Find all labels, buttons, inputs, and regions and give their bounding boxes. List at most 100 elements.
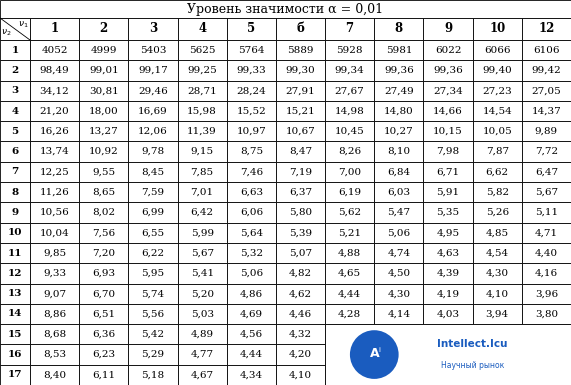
Text: 5,26: 5,26 (486, 208, 509, 217)
Bar (128, 283, 178, 304)
Text: 11,39: 11,39 (187, 127, 217, 136)
Bar (276, 304, 325, 324)
Bar (227, 243, 276, 263)
Bar (128, 121, 178, 141)
Bar (424, 18, 473, 40)
Bar (128, 304, 178, 324)
Text: 8,75: 8,75 (240, 147, 263, 156)
Bar (522, 162, 571, 182)
Text: 10,05: 10,05 (482, 127, 512, 136)
Text: 4,74: 4,74 (387, 249, 411, 258)
Text: 3: 3 (11, 86, 19, 95)
Bar (374, 101, 424, 121)
Text: 99,17: 99,17 (138, 66, 168, 75)
Text: 15,98: 15,98 (187, 107, 217, 116)
Bar (276, 223, 325, 243)
Bar (374, 18, 424, 40)
Bar (128, 18, 178, 40)
Bar (178, 80, 227, 101)
Bar (79, 40, 128, 60)
Bar (128, 365, 178, 385)
Text: 9,55: 9,55 (92, 167, 115, 176)
Text: 6,63: 6,63 (240, 188, 263, 197)
Bar (276, 324, 325, 345)
Bar (227, 40, 276, 60)
Bar (128, 223, 178, 243)
Bar (424, 101, 473, 121)
Bar (79, 141, 128, 162)
Text: 28,71: 28,71 (187, 86, 217, 95)
Bar (276, 40, 325, 60)
Text: 5,07: 5,07 (289, 249, 312, 258)
Text: 99,30: 99,30 (286, 66, 315, 75)
Bar (79, 263, 128, 283)
Bar (374, 304, 424, 324)
Bar (178, 18, 227, 40)
Text: 6,06: 6,06 (240, 208, 263, 217)
Bar (0, 80, 30, 101)
Text: 4,77: 4,77 (191, 350, 214, 359)
Bar (522, 60, 571, 80)
Text: 7,87: 7,87 (486, 147, 509, 156)
Text: 16,26: 16,26 (40, 127, 70, 136)
Text: 7,56: 7,56 (92, 228, 115, 237)
Text: 6,42: 6,42 (191, 208, 214, 217)
Bar (178, 40, 227, 60)
Bar (522, 80, 571, 101)
Bar (276, 243, 325, 263)
Bar (522, 345, 571, 365)
Bar (276, 182, 325, 203)
Text: 5,99: 5,99 (191, 228, 214, 237)
Bar (473, 243, 522, 263)
Text: 7: 7 (11, 167, 19, 176)
Text: 5,18: 5,18 (142, 370, 164, 379)
Bar (276, 141, 325, 162)
Bar (79, 60, 128, 80)
Text: 34,12: 34,12 (40, 86, 70, 95)
Bar (178, 141, 227, 162)
Bar (178, 324, 227, 345)
Text: 5,47: 5,47 (387, 208, 411, 217)
Text: 4,40: 4,40 (535, 249, 558, 258)
Text: 5: 5 (247, 22, 255, 35)
Bar (30, 80, 79, 101)
Bar (473, 80, 522, 101)
Text: 6,11: 6,11 (92, 370, 115, 379)
Text: Intellect.Icu: Intellect.Icu (437, 338, 508, 348)
Bar (424, 243, 473, 263)
Text: 4,10: 4,10 (486, 289, 509, 298)
Text: 99,33: 99,33 (236, 66, 266, 75)
Text: 6066: 6066 (484, 46, 510, 55)
Bar (473, 223, 522, 243)
Bar (424, 121, 473, 141)
Bar (30, 203, 79, 223)
Text: 27,34: 27,34 (433, 86, 463, 95)
Bar (374, 162, 424, 182)
Text: 6,55: 6,55 (142, 228, 164, 237)
Bar (522, 304, 571, 324)
Bar (128, 60, 178, 80)
Bar (30, 101, 79, 121)
Text: i: i (378, 346, 380, 353)
Text: 99,40: 99,40 (482, 66, 512, 75)
Text: 99,36: 99,36 (433, 66, 463, 75)
Bar (128, 345, 178, 365)
Bar (0, 121, 30, 141)
Text: 99,36: 99,36 (384, 66, 414, 75)
Bar (0, 40, 30, 60)
Bar (227, 80, 276, 101)
Bar (79, 18, 128, 40)
Bar (374, 223, 424, 243)
Bar (178, 223, 227, 243)
Text: 99,42: 99,42 (532, 66, 561, 75)
Bar (0, 223, 30, 243)
Bar (473, 304, 522, 324)
Bar (276, 345, 325, 365)
Text: 4: 4 (198, 22, 206, 35)
Text: 5,67: 5,67 (191, 249, 214, 258)
Bar (79, 203, 128, 223)
Text: 11,26: 11,26 (40, 188, 70, 197)
Bar (178, 365, 227, 385)
Text: 2: 2 (11, 66, 19, 75)
Text: 4,19: 4,19 (436, 289, 460, 298)
